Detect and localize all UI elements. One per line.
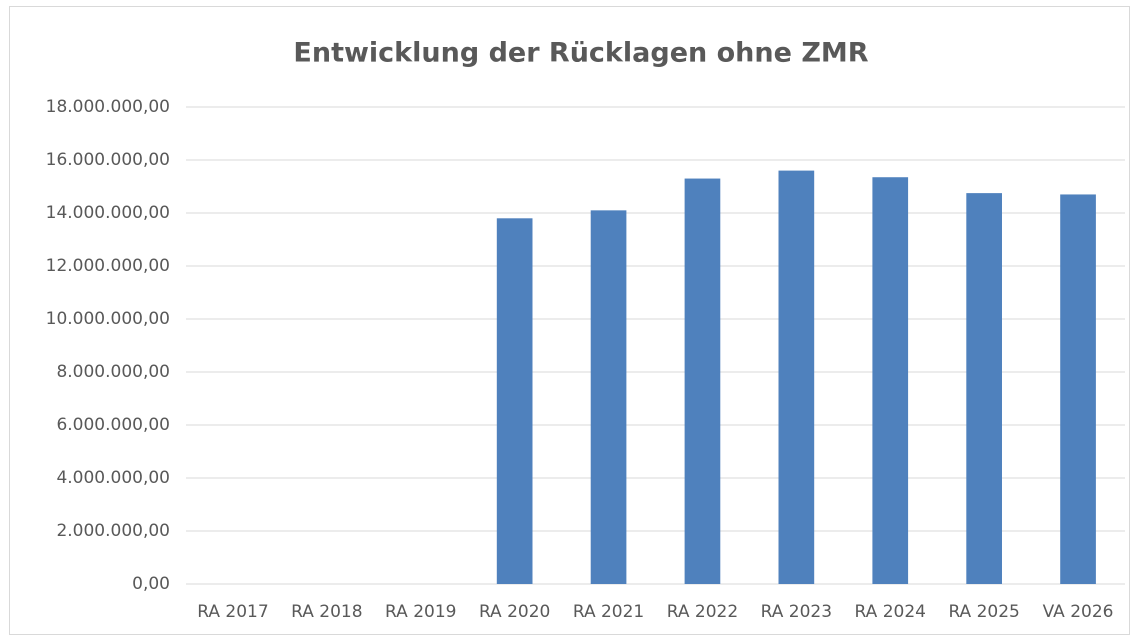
bar — [966, 193, 1002, 584]
y-tick-label: 14.000.000,00 — [46, 203, 170, 223]
y-tick-label: 16.000.000,00 — [46, 150, 170, 170]
x-tick-label: RA 2021 — [573, 602, 644, 622]
y-tick-label: 18.000.000,00 — [46, 97, 170, 117]
chart-title: Entwicklung der Rücklagen ohne ZMR — [293, 38, 868, 69]
y-tick-label: 4.000.000,00 — [56, 468, 170, 488]
x-tick-label: RA 2022 — [667, 602, 738, 622]
bar — [778, 170, 815, 584]
x-tick-label: RA 2023 — [761, 602, 832, 622]
y-tick-label: 6.000.000,00 — [56, 415, 170, 435]
y-tick-label: 12.000.000,00 — [46, 256, 170, 276]
x-tick-label: RA 2018 — [291, 602, 362, 622]
x-tick-label: RA 2017 — [197, 602, 268, 622]
x-tick-label: RA 2025 — [948, 602, 1019, 622]
x-tick-label: RA 2019 — [385, 602, 456, 622]
y-tick-label: 10.000.000,00 — [46, 309, 170, 329]
bar — [496, 218, 533, 585]
y-tick-label: 8.000.000,00 — [56, 362, 170, 382]
x-tick-label: RA 2024 — [855, 602, 926, 622]
x-tick-label: VA 2026 — [1043, 602, 1114, 622]
chart-border — [9, 6, 1130, 635]
y-tick-label: 0,00 — [132, 574, 170, 594]
bar — [684, 178, 721, 585]
bar — [872, 177, 909, 584]
x-tick-label: RA 2020 — [479, 602, 550, 622]
bar — [590, 210, 627, 584]
y-tick-label: 2.000.000,00 — [56, 521, 170, 541]
bar — [1060, 194, 1096, 584]
